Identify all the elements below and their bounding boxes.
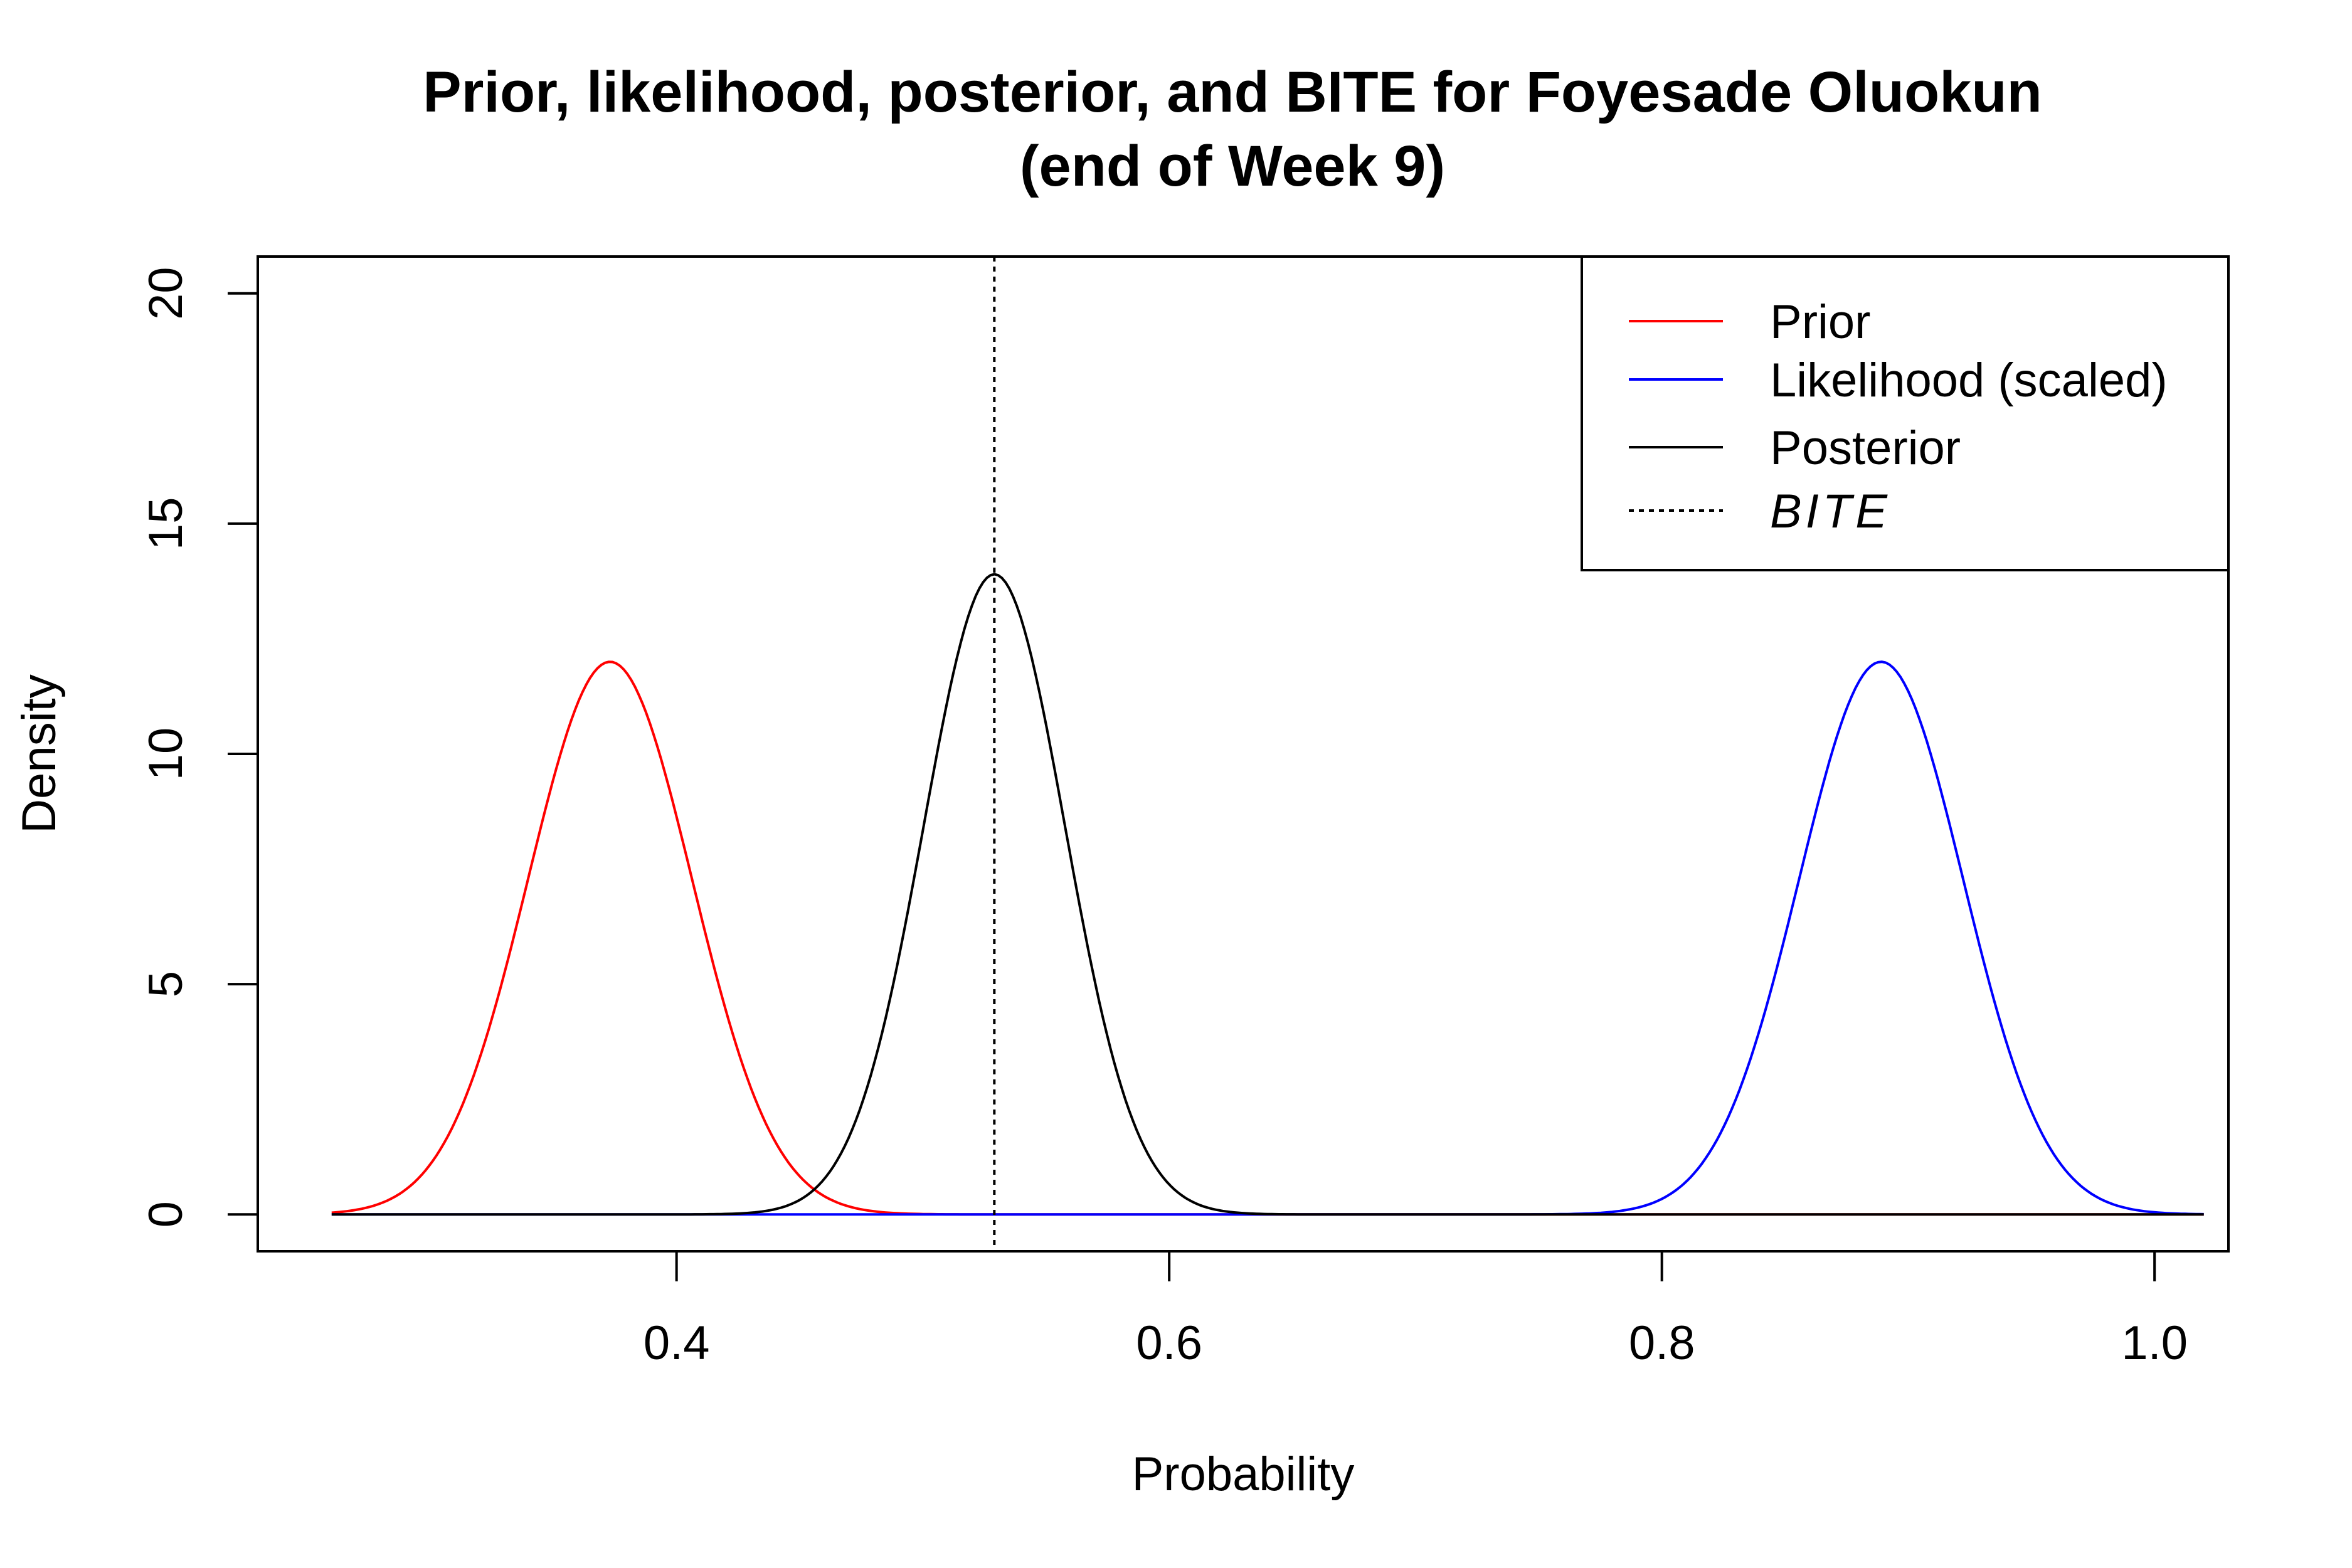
x-tick-label: 0.4 [644,1316,710,1370]
y-axis: 0 5 10 15 20 [139,267,259,1227]
y-tick-label: 15 [139,497,193,551]
series-line-posterior [331,573,2204,1216]
legend-label: Prior [1770,295,1870,349]
y-tick-label: 20 [139,267,193,320]
series-line-likelihood-scaled [331,660,2204,1216]
legend-label: Posterior [1770,421,1961,475]
x-tick-label: 0.6 [1136,1316,1202,1370]
x-axis-label: Probability [1132,1448,1355,1501]
chart-title-line-1: Prior, likelihood, posterior, and BITE f… [423,60,2042,124]
x-tick-label: 1.0 [2121,1316,2188,1370]
chart-title-line-2: (end of Week 9) [1020,134,1445,198]
legend-box [1581,255,2230,571]
legend-label: BITE [1770,485,1891,538]
y-axis-label: Density [13,674,66,833]
plot-curves [331,257,2204,1251]
legend-label: Likelihood (scaled) [1770,354,2168,407]
series-line-prior [331,660,2204,1216]
y-tick-label: 0 [139,1201,193,1227]
y-tick-label: 10 [139,728,193,781]
x-tick-label: 0.8 [1629,1316,1695,1370]
chart-title: Prior, likelihood, posterior, and BITE f… [423,60,2042,198]
y-tick-label: 5 [139,971,193,997]
x-axis: 0.4 0.6 0.8 1.0 [644,1250,2188,1370]
